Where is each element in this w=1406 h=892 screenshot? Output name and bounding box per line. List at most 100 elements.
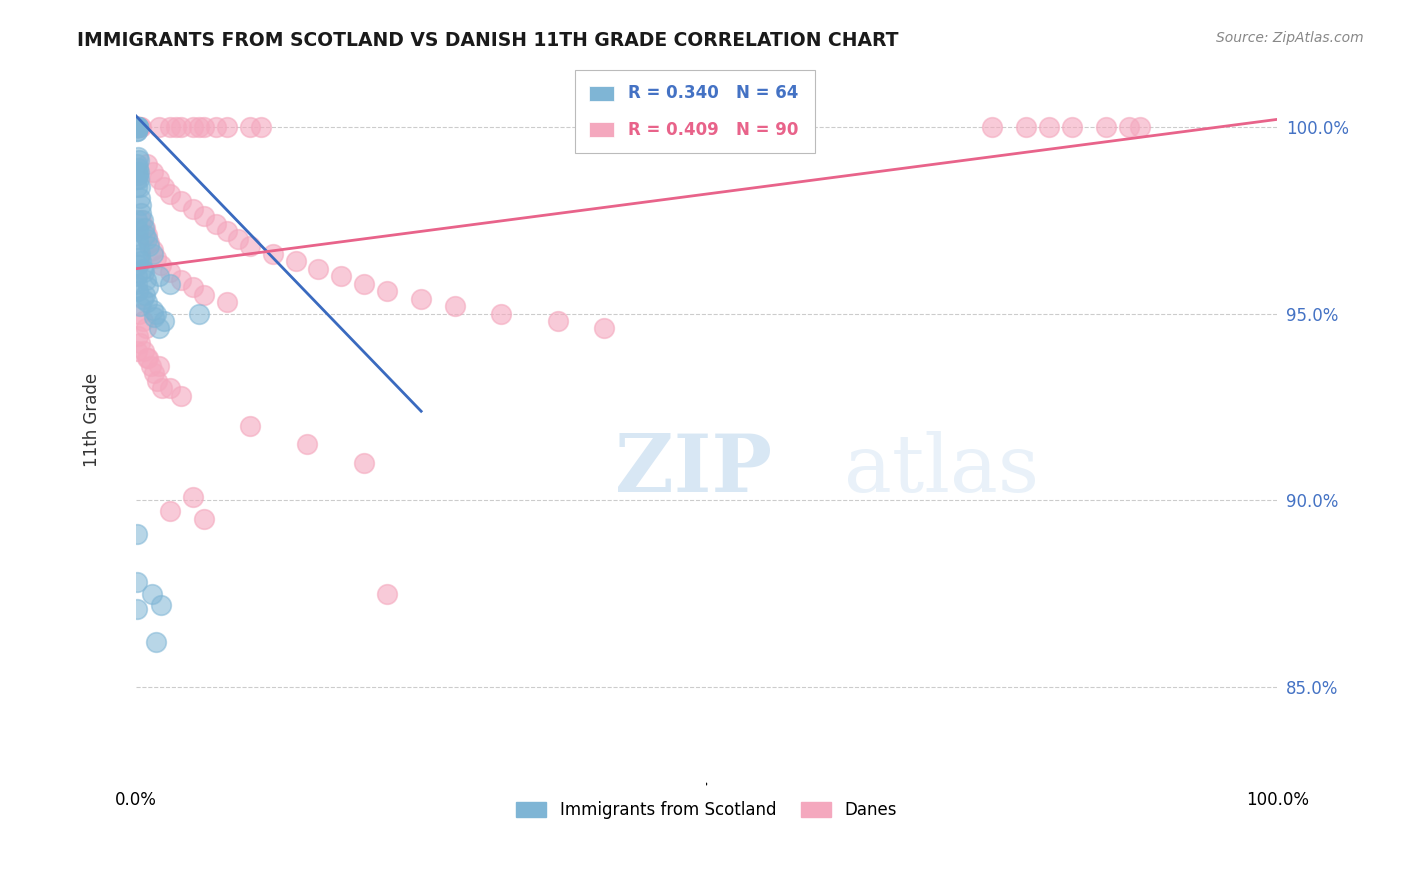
Point <box>239 418 262 433</box>
Point <box>148 321 170 335</box>
Point <box>131 254 153 268</box>
Point <box>127 169 149 183</box>
Point <box>148 120 170 134</box>
Point <box>134 220 156 235</box>
Point <box>125 120 148 134</box>
Point <box>127 120 149 134</box>
Point <box>411 292 433 306</box>
Legend: Immigrants from Scotland, Danes: Immigrants from Scotland, Danes <box>509 795 904 826</box>
Point <box>125 179 148 194</box>
Point <box>170 273 193 287</box>
Point <box>135 273 157 287</box>
Point <box>136 351 159 366</box>
Point <box>127 120 149 134</box>
Point <box>131 292 153 306</box>
Point <box>142 302 165 317</box>
Point <box>215 120 238 134</box>
Point <box>138 235 160 250</box>
Point <box>141 586 163 600</box>
Point <box>129 120 152 134</box>
Point <box>128 306 150 320</box>
Point <box>129 179 152 194</box>
Point <box>187 306 209 320</box>
Point <box>125 120 148 134</box>
Point <box>375 284 398 298</box>
Point <box>193 288 215 302</box>
Point <box>136 351 159 366</box>
Point <box>150 381 173 395</box>
Point <box>125 120 148 134</box>
Point <box>125 157 148 171</box>
Text: 11th Grade: 11th Grade <box>83 373 101 467</box>
Point <box>132 220 155 235</box>
Point <box>1015 120 1038 134</box>
Point <box>149 598 172 612</box>
Point <box>181 490 204 504</box>
Point <box>353 277 375 291</box>
Point <box>181 202 204 216</box>
Point <box>375 586 398 600</box>
Point <box>145 635 167 649</box>
Point <box>136 295 159 310</box>
Point <box>159 381 181 395</box>
Point <box>125 601 148 615</box>
Point <box>239 120 262 134</box>
FancyBboxPatch shape <box>589 121 614 137</box>
Point <box>139 359 162 373</box>
Text: Source: ZipAtlas.com: Source: ZipAtlas.com <box>1216 31 1364 45</box>
Point <box>127 161 149 175</box>
Point <box>125 120 148 134</box>
Point <box>129 299 152 313</box>
Point <box>131 314 153 328</box>
Point <box>981 120 1004 134</box>
Point <box>262 247 284 261</box>
Point <box>131 205 153 219</box>
Point <box>250 120 273 134</box>
Point <box>134 228 156 243</box>
Point <box>128 239 150 253</box>
Point <box>128 172 150 186</box>
Point <box>138 239 160 253</box>
Point <box>128 164 150 178</box>
Point <box>1060 120 1083 134</box>
Point <box>159 120 181 134</box>
Point <box>170 194 193 209</box>
Point <box>129 191 152 205</box>
Point <box>489 306 512 320</box>
Point <box>125 220 148 235</box>
Point <box>1038 120 1060 134</box>
Point <box>125 526 148 541</box>
Point <box>181 120 204 134</box>
Point <box>295 437 318 451</box>
Point <box>170 389 193 403</box>
Point <box>125 277 148 291</box>
Point <box>127 224 149 238</box>
Point <box>136 232 159 246</box>
Point <box>1118 120 1140 134</box>
Point <box>193 210 215 224</box>
Text: ZIP: ZIP <box>616 432 772 509</box>
Point <box>125 172 148 186</box>
Point <box>1095 120 1118 134</box>
Point <box>215 295 238 310</box>
Point <box>128 120 150 134</box>
Point <box>125 213 148 227</box>
Point <box>181 280 204 294</box>
Text: R = 0.409   N = 90: R = 0.409 N = 90 <box>628 120 799 138</box>
Point <box>159 504 181 518</box>
Point <box>136 157 159 171</box>
Point <box>592 321 614 335</box>
Point <box>125 343 148 358</box>
Point <box>193 512 215 526</box>
Point <box>215 224 238 238</box>
Point <box>148 172 170 186</box>
Point <box>142 243 165 257</box>
Point <box>307 261 329 276</box>
Point <box>284 254 307 268</box>
Point <box>547 314 569 328</box>
Point <box>127 329 149 343</box>
Point <box>127 120 149 134</box>
Point <box>148 269 170 284</box>
Point <box>128 120 150 134</box>
Point <box>127 120 149 134</box>
